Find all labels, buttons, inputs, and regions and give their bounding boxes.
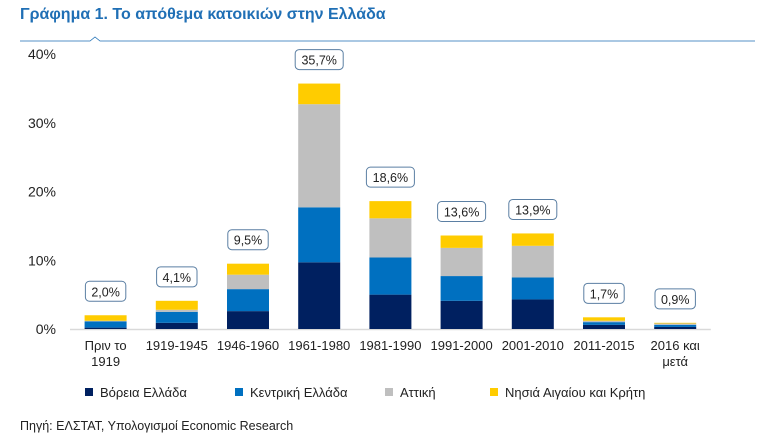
bar-segment	[511, 245, 554, 278]
bar-segment	[440, 276, 483, 301]
total-label: 4,1%	[163, 271, 192, 285]
legend-swatch	[235, 388, 243, 396]
total-label: 35,7%	[301, 54, 336, 68]
y-tick-label: 0%	[36, 321, 56, 337]
total-label-box	[156, 266, 198, 288]
bar-segment	[654, 322, 697, 324]
bar-segment	[298, 262, 341, 329]
y-tick-label: 10%	[28, 252, 56, 268]
bar-segment	[654, 323, 697, 325]
x-tick-label: 1981-1990	[359, 338, 421, 353]
bar-segment	[583, 322, 625, 325]
bar-segment	[84, 327, 127, 329]
total-label-box	[365, 166, 415, 188]
total-label: 0,9%	[661, 293, 690, 307]
legend-label: Βόρεια Ελλάδα	[100, 385, 187, 400]
bar-segment	[369, 218, 412, 258]
total-label: 9,5%	[234, 234, 263, 248]
legend-label: Νησιά Αιγαίου και Κρήτη	[505, 385, 645, 400]
legend-label: Αττική	[400, 385, 436, 400]
x-tick-label: 1946-1960	[217, 338, 279, 353]
total-label-box	[227, 229, 269, 251]
bar-segment	[583, 317, 625, 321]
y-tick-label: 30%	[28, 115, 56, 131]
bar-segment	[583, 320, 625, 323]
bar-segment	[227, 263, 269, 275]
x-tick-label: 2011-2015	[573, 338, 634, 353]
bar-segment	[227, 311, 269, 329]
bar-segment	[298, 207, 341, 263]
bar-segment	[155, 311, 198, 323]
y-tick-label: 20%	[28, 184, 56, 200]
y-tick-label: 40%	[28, 46, 56, 62]
total-label-box	[294, 49, 344, 71]
bar-segment	[369, 294, 412, 329]
bar-segment	[511, 233, 554, 246]
chart-title: Γράφημα 1. Το απόθεμα κατοικιών στην Ελλ…	[20, 6, 386, 23]
total-label-box	[654, 288, 696, 310]
bar-segment	[84, 321, 127, 328]
legend-swatch	[385, 388, 393, 396]
x-tick-label: Πριν το	[85, 338, 127, 353]
total-label: 13,6%	[444, 206, 479, 220]
bar-segment	[440, 300, 483, 329]
legend-swatch	[85, 388, 93, 396]
bar-segment	[369, 201, 412, 219]
total-label-box	[583, 282, 625, 304]
bar-segment	[155, 322, 198, 329]
bar-segment	[298, 104, 341, 208]
x-tick-label: 2001-2010	[502, 338, 564, 353]
bar-segment	[84, 320, 127, 322]
bar-segment	[440, 247, 483, 277]
bar-segment	[84, 315, 127, 321]
bar-segment	[654, 324, 697, 327]
bar-segment	[440, 235, 483, 248]
total-label-box	[84, 280, 127, 302]
x-tick-label: 2016 και	[651, 338, 700, 353]
x-tick-label: 1961-1980	[288, 338, 350, 353]
x-tick-label: 1919	[91, 354, 120, 369]
legend-label: Κεντρική Ελλάδα	[250, 385, 348, 400]
x-tick-label: 1991-2000	[431, 338, 493, 353]
bar-segment	[227, 274, 269, 290]
total-label: 1,7%	[590, 287, 619, 301]
total-label-box	[437, 201, 487, 222]
bar-segment	[511, 277, 554, 300]
bar-segment	[155, 300, 198, 310]
bar-segment	[298, 83, 341, 105]
total-label-box	[508, 198, 558, 220]
bar-segment	[227, 289, 269, 312]
bar-segment	[155, 309, 198, 312]
source-note: Πηγή: ΕΛΣΤΑΤ, Υπολογισμοί Economic Resea…	[20, 419, 294, 433]
bar-segment	[583, 324, 625, 329]
bar-segment	[369, 257, 412, 295]
total-label: 2,0%	[91, 285, 120, 299]
legend-swatch	[490, 388, 498, 396]
total-label: 18,6%	[373, 171, 408, 185]
bar-segment	[654, 326, 697, 329]
x-tick-label: μετά	[662, 354, 688, 369]
title-rule	[20, 36, 755, 42]
total-label: 13,9%	[515, 203, 550, 217]
x-tick-label: 1919-1945	[146, 338, 208, 353]
bar-segment	[511, 299, 554, 329]
